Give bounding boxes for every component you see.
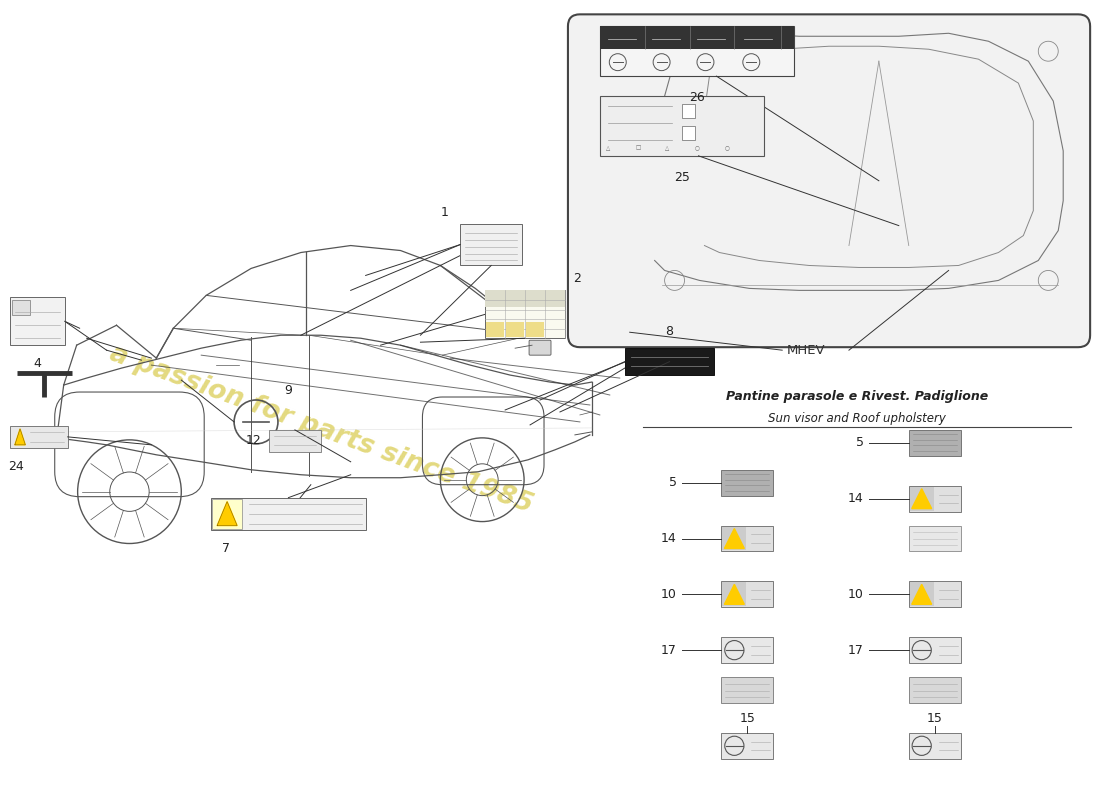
Text: MHEV: MHEV — [788, 344, 826, 357]
Polygon shape — [912, 489, 932, 509]
Text: 17: 17 — [848, 644, 864, 657]
FancyBboxPatch shape — [600, 96, 764, 156]
Text: ○: ○ — [725, 145, 729, 150]
FancyBboxPatch shape — [909, 526, 960, 551]
Text: 9: 9 — [284, 384, 292, 397]
Text: 10: 10 — [661, 588, 676, 601]
Text: △: △ — [606, 145, 609, 150]
Text: △: △ — [666, 145, 670, 150]
FancyBboxPatch shape — [526, 322, 544, 338]
FancyBboxPatch shape — [506, 322, 524, 338]
FancyBboxPatch shape — [723, 582, 746, 606]
Text: 17: 17 — [661, 644, 676, 657]
FancyBboxPatch shape — [910, 486, 934, 510]
FancyBboxPatch shape — [486, 322, 504, 338]
FancyBboxPatch shape — [600, 26, 794, 49]
Text: Sun visor and Roof upholstery: Sun visor and Roof upholstery — [768, 412, 946, 425]
FancyBboxPatch shape — [909, 637, 960, 663]
FancyBboxPatch shape — [568, 14, 1090, 347]
FancyBboxPatch shape — [485, 290, 565, 307]
Text: □: □ — [635, 145, 640, 150]
FancyBboxPatch shape — [460, 224, 522, 266]
Text: a passion for parts since 1985: a passion for parts since 1985 — [106, 341, 536, 519]
FancyBboxPatch shape — [682, 104, 695, 118]
Text: 14: 14 — [661, 532, 676, 545]
Text: 15: 15 — [926, 712, 943, 725]
Text: 26: 26 — [689, 91, 705, 104]
Text: 12: 12 — [245, 434, 261, 447]
Polygon shape — [912, 584, 932, 604]
Polygon shape — [217, 502, 238, 526]
FancyBboxPatch shape — [10, 426, 68, 448]
Text: ○: ○ — [695, 145, 700, 150]
FancyBboxPatch shape — [722, 677, 773, 703]
FancyBboxPatch shape — [909, 430, 960, 456]
Text: 10: 10 — [848, 588, 864, 601]
Text: 5: 5 — [856, 436, 864, 450]
FancyBboxPatch shape — [600, 26, 794, 76]
Text: 2: 2 — [573, 272, 581, 286]
Text: 8: 8 — [666, 326, 673, 338]
FancyBboxPatch shape — [909, 486, 960, 512]
FancyBboxPatch shape — [909, 677, 960, 703]
Text: Pantine parasole e Rivest. Padiglione: Pantine parasole e Rivest. Padiglione — [726, 390, 988, 403]
FancyBboxPatch shape — [270, 430, 321, 452]
FancyBboxPatch shape — [909, 733, 960, 758]
Polygon shape — [725, 529, 745, 549]
FancyBboxPatch shape — [722, 733, 773, 758]
FancyBboxPatch shape — [723, 526, 746, 550]
FancyBboxPatch shape — [212, 498, 242, 529]
FancyBboxPatch shape — [722, 582, 773, 607]
FancyBboxPatch shape — [529, 340, 551, 355]
Text: 4: 4 — [33, 357, 41, 370]
Polygon shape — [725, 584, 745, 604]
Text: 24: 24 — [8, 460, 23, 473]
FancyBboxPatch shape — [722, 526, 773, 551]
FancyBboxPatch shape — [682, 126, 695, 140]
FancyBboxPatch shape — [625, 348, 714, 375]
FancyBboxPatch shape — [12, 300, 30, 315]
FancyBboxPatch shape — [722, 637, 773, 663]
FancyBboxPatch shape — [909, 582, 960, 607]
Text: 5: 5 — [669, 476, 676, 490]
Text: 1: 1 — [440, 206, 449, 218]
Text: 15: 15 — [739, 712, 756, 725]
FancyBboxPatch shape — [10, 298, 65, 345]
FancyBboxPatch shape — [722, 470, 773, 496]
Polygon shape — [15, 429, 25, 445]
FancyBboxPatch shape — [910, 582, 934, 606]
Text: 14: 14 — [848, 492, 864, 505]
Text: 7: 7 — [222, 542, 230, 554]
FancyBboxPatch shape — [211, 498, 365, 530]
FancyBboxPatch shape — [485, 290, 565, 338]
Text: 25: 25 — [674, 170, 690, 184]
